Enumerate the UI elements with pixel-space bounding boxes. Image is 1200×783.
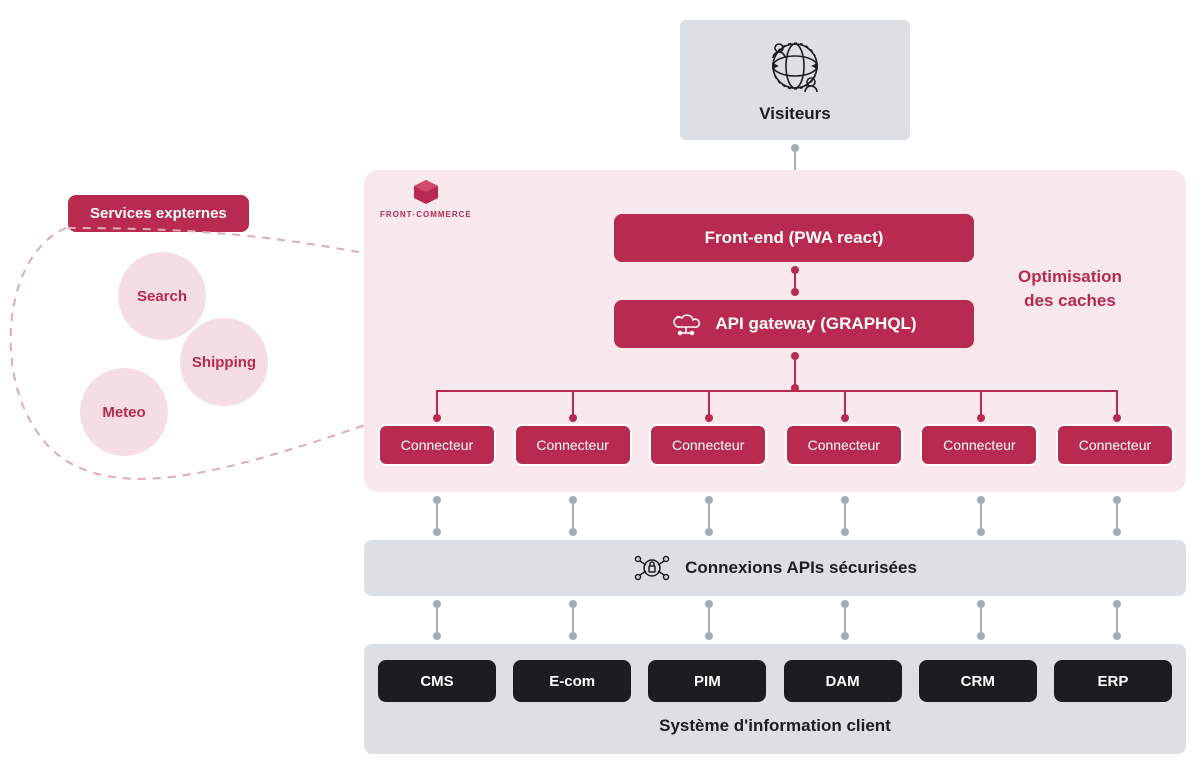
module-cms: CMS <box>378 660 496 702</box>
module-crm: CRM <box>919 660 1037 702</box>
connector-row: Connecteur Connecteur Connecteur Connect… <box>378 424 1174 466</box>
conn-secure-client-5 <box>980 604 982 636</box>
fc-logo-icon <box>411 178 441 206</box>
api-gateway-label: API gateway (GRAPHQL) <box>715 314 916 334</box>
conn-secure-client-4 <box>844 604 846 636</box>
globe-people-icon <box>763 36 827 96</box>
riser-2 <box>572 390 574 418</box>
connector-box-3: Connecteur <box>649 424 767 466</box>
cloud-api-icon <box>671 311 701 337</box>
secure-apis-label: Connexions APIs sécurisées <box>685 558 917 578</box>
client-system-title: Système d'information client <box>378 716 1172 736</box>
connector-box-1: Connecteur <box>378 424 496 466</box>
riser-6 <box>1116 390 1118 418</box>
lock-network-icon <box>633 551 671 585</box>
module-erp: ERP <box>1054 660 1172 702</box>
secure-apis-bar: Connexions APIs sécurisées <box>364 540 1186 596</box>
connector-spreader-bar <box>436 390 1116 392</box>
visitors-label: Visiteurs <box>759 104 831 124</box>
connector-api-spreader <box>794 356 796 388</box>
visitors-box: Visiteurs <box>680 20 910 140</box>
module-dam: DAM <box>784 660 902 702</box>
riser-1 <box>436 390 438 418</box>
connector-box-2: Connecteur <box>514 424 632 466</box>
conn-secure-client-6 <box>1116 604 1118 636</box>
conn-secure-client-3 <box>708 604 710 636</box>
conn-panel-secure-4 <box>844 500 846 532</box>
connector-box-4: Connecteur <box>785 424 903 466</box>
conn-panel-secure-1 <box>436 500 438 532</box>
conn-panel-secure-6 <box>1116 500 1118 532</box>
conn-panel-secure-5 <box>980 500 982 532</box>
client-modules-row: CMS E-com PIM DAM CRM ERP <box>378 660 1172 702</box>
conn-secure-client-2 <box>572 604 574 636</box>
front-commerce-logo: FRONT·COMMERCE <box>380 178 472 219</box>
optimization-label: Optimisation des caches <box>1018 265 1122 313</box>
conn-panel-secure-2 <box>572 500 574 532</box>
riser-4 <box>844 390 846 418</box>
connector-box-6: Connecteur <box>1056 424 1174 466</box>
conn-secure-client-1 <box>436 604 438 636</box>
riser-5 <box>980 390 982 418</box>
connector-box-5: Connecteur <box>920 424 1038 466</box>
riser-3 <box>708 390 710 418</box>
connector-frontend-api <box>794 270 796 292</box>
frontend-box: Front-end (PWA react) <box>614 214 974 262</box>
conn-panel-secure-3 <box>708 500 710 532</box>
module-pim: PIM <box>648 660 766 702</box>
module-ecom: E-com <box>513 660 631 702</box>
client-system-box: CMS E-com PIM DAM CRM ERP Système d'info… <box>364 644 1186 754</box>
api-gateway-box: API gateway (GRAPHQL) <box>614 300 974 348</box>
